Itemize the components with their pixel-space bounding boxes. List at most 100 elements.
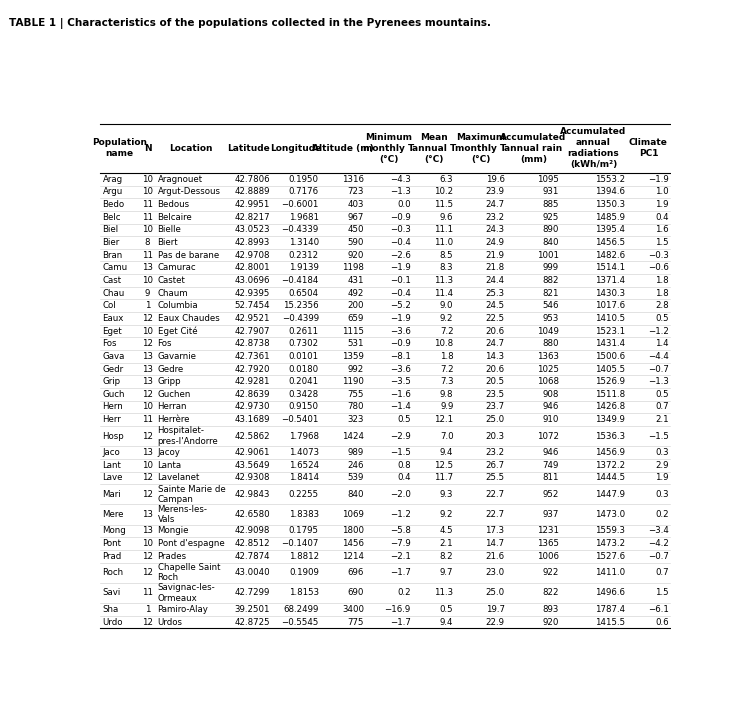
- Text: 20.6: 20.6: [486, 326, 504, 336]
- Text: Jacoy: Jacoy: [157, 448, 181, 457]
- Text: Gavarnie: Gavarnie: [157, 352, 197, 361]
- Text: 1.0: 1.0: [655, 188, 668, 196]
- Text: 9: 9: [145, 289, 150, 298]
- Text: Fos: Fos: [157, 339, 172, 348]
- Text: 1395.4: 1395.4: [595, 225, 625, 235]
- Text: Urdos: Urdos: [157, 618, 183, 626]
- Text: 0.3428: 0.3428: [289, 390, 319, 399]
- Text: 13: 13: [142, 365, 153, 373]
- Text: Chau: Chau: [102, 289, 125, 298]
- Text: −1.2: −1.2: [648, 326, 668, 336]
- Text: 1536.3: 1536.3: [595, 432, 625, 441]
- Text: 1.6524: 1.6524: [289, 461, 319, 470]
- Text: 42.8001: 42.8001: [234, 263, 270, 272]
- Text: −3.6: −3.6: [389, 365, 410, 373]
- Text: 15.2356: 15.2356: [283, 301, 319, 310]
- Text: Merens-les-
Vals: Merens-les- Vals: [157, 505, 207, 524]
- Text: −0.4: −0.4: [389, 238, 410, 247]
- Text: 0.0: 0.0: [397, 200, 410, 209]
- Text: 23.9: 23.9: [486, 188, 504, 196]
- Text: Savi: Savi: [102, 589, 121, 597]
- Text: −1.3: −1.3: [648, 377, 668, 386]
- Text: 1.8383: 1.8383: [289, 510, 319, 519]
- Text: 967: 967: [348, 213, 364, 222]
- Text: 880: 880: [542, 339, 559, 348]
- Text: 1.8: 1.8: [655, 289, 668, 298]
- Text: 25.0: 25.0: [486, 589, 504, 597]
- Text: Gedr: Gedr: [102, 365, 124, 373]
- Text: 1.8414: 1.8414: [289, 474, 319, 482]
- Text: 749: 749: [542, 461, 559, 470]
- Text: 1.5: 1.5: [655, 238, 668, 247]
- Text: 11.5: 11.5: [434, 200, 454, 209]
- Text: 840: 840: [348, 490, 364, 499]
- Text: 0.5: 0.5: [655, 314, 668, 323]
- Text: Columbia: Columbia: [157, 301, 198, 310]
- Text: −0.1407: −0.1407: [281, 539, 319, 548]
- Text: −4.3: −4.3: [389, 175, 410, 183]
- Text: 931: 931: [542, 188, 559, 196]
- Text: Prades: Prades: [157, 552, 186, 561]
- Text: 1349.9: 1349.9: [595, 415, 625, 424]
- Text: 1365: 1365: [536, 539, 559, 548]
- Text: 12: 12: [142, 432, 153, 441]
- Text: 1787.4: 1787.4: [595, 605, 625, 614]
- Text: Mari: Mari: [102, 490, 121, 499]
- Text: Mere: Mere: [102, 510, 124, 519]
- Text: −0.1: −0.1: [389, 276, 410, 285]
- Text: 7.2: 7.2: [440, 365, 454, 373]
- Text: 1482.6: 1482.6: [595, 251, 625, 260]
- Text: 10: 10: [142, 225, 153, 235]
- Text: −0.5401: −0.5401: [281, 415, 319, 424]
- Text: 68.2499: 68.2499: [283, 605, 319, 614]
- Text: 12.5: 12.5: [434, 461, 454, 470]
- Text: 590: 590: [348, 238, 364, 247]
- Text: 24.9: 24.9: [486, 238, 504, 247]
- Text: 19.6: 19.6: [486, 175, 504, 183]
- Text: 42.5862: 42.5862: [234, 432, 270, 441]
- Text: −1.7: −1.7: [389, 568, 410, 577]
- Text: −5.2: −5.2: [389, 301, 410, 310]
- Text: 42.9951: 42.9951: [234, 200, 270, 209]
- Text: −8.1: −8.1: [389, 352, 410, 361]
- Text: −0.4399: −0.4399: [282, 314, 319, 323]
- Text: Guch: Guch: [102, 390, 125, 399]
- Text: 42.9521: 42.9521: [234, 314, 270, 323]
- Text: 893: 893: [542, 605, 559, 614]
- Text: 3400: 3400: [342, 605, 364, 614]
- Text: −6.1: −6.1: [648, 605, 668, 614]
- Text: Bier: Bier: [102, 238, 120, 247]
- Text: 989: 989: [348, 448, 364, 457]
- Text: 1115: 1115: [342, 326, 364, 336]
- Text: −1.6: −1.6: [389, 390, 410, 399]
- Text: Castet: Castet: [157, 276, 186, 285]
- Text: −1.3: −1.3: [389, 188, 410, 196]
- Text: 1511.8: 1511.8: [595, 390, 625, 399]
- Text: 9.2: 9.2: [440, 510, 454, 519]
- Text: 1001: 1001: [536, 251, 559, 260]
- Text: 9.0: 9.0: [440, 301, 454, 310]
- Text: 922: 922: [542, 568, 559, 577]
- Text: 43.0523: 43.0523: [234, 225, 270, 235]
- Text: 11.0: 11.0: [434, 238, 454, 247]
- Text: 7.3: 7.3: [440, 377, 454, 386]
- Text: 1473.0: 1473.0: [595, 510, 625, 519]
- Text: 908: 908: [542, 390, 559, 399]
- Text: 0.2: 0.2: [397, 589, 410, 597]
- Text: 20.3: 20.3: [486, 432, 504, 441]
- Text: 1.9: 1.9: [655, 200, 668, 209]
- Text: 13: 13: [142, 448, 153, 457]
- Text: −0.9: −0.9: [390, 213, 410, 222]
- Text: 9.4: 9.4: [440, 618, 454, 626]
- Text: 12: 12: [142, 568, 153, 577]
- Text: 11: 11: [142, 589, 153, 597]
- Text: 42.8889: 42.8889: [234, 188, 270, 196]
- Text: 11: 11: [142, 415, 153, 424]
- Text: Lave: Lave: [102, 474, 123, 482]
- Text: 696: 696: [348, 568, 364, 577]
- Text: 1.9681: 1.9681: [289, 213, 319, 222]
- Text: Hern: Hern: [102, 402, 123, 412]
- Text: 910: 910: [542, 415, 559, 424]
- Text: 0.2041: 0.2041: [289, 377, 319, 386]
- Text: 0.3: 0.3: [655, 490, 668, 499]
